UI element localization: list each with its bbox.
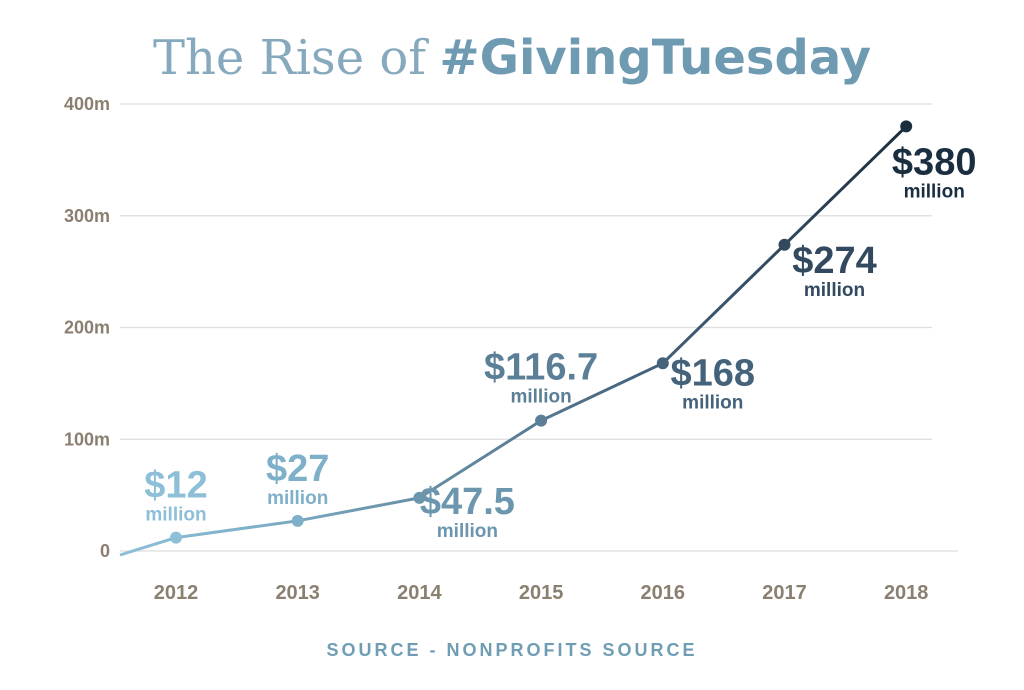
data-label-unit: million xyxy=(904,181,965,202)
chart-title: The Rise of #GivingTuesday xyxy=(0,30,1024,86)
title-hashtag: #GivingTuesday xyxy=(439,30,872,86)
data-label-unit: million xyxy=(510,387,571,408)
x-tick-label: 2016 xyxy=(641,582,686,604)
x-tick-label: 2015 xyxy=(519,582,564,604)
y-axis: 0 100m 200m 300m 400m xyxy=(64,94,110,561)
y-tick-label: 300m xyxy=(64,206,110,226)
data-label-value: $274 xyxy=(792,240,877,282)
data-label-value: $12 xyxy=(144,465,207,507)
series-line-layer xyxy=(119,125,908,557)
data-label-value: $380 xyxy=(892,141,977,183)
data-point xyxy=(413,491,426,504)
x-tick-label: 2014 xyxy=(397,582,442,604)
x-tick-label: 2012 xyxy=(154,582,199,604)
data-label-value: $168 xyxy=(671,352,756,394)
data-label-unit: million xyxy=(804,280,865,301)
data-point xyxy=(170,531,182,544)
series-line xyxy=(119,125,908,557)
x-tick-label: 2018 xyxy=(884,582,929,604)
y-tick-label: 200m xyxy=(64,318,110,338)
data-label-unit: million xyxy=(437,521,498,542)
data-label-unit: million xyxy=(682,392,743,413)
data-points xyxy=(170,120,913,544)
data-label-value: $47.5 xyxy=(420,481,515,523)
data-point xyxy=(900,120,913,133)
data-point xyxy=(535,414,548,427)
data-label-value: $27 xyxy=(266,448,329,490)
source-note: SOURCE - NONPROFITS SOURCE xyxy=(326,640,698,660)
data-label-value: $116.7 xyxy=(484,347,598,389)
x-axis: 2012 2013 2014 2015 2016 2017 2018 xyxy=(154,582,929,604)
grid-lines xyxy=(120,103,958,552)
x-tick-label: 2017 xyxy=(762,582,807,604)
y-tick-label: 0 xyxy=(100,541,110,561)
data-point xyxy=(656,357,669,370)
data-point xyxy=(778,238,791,251)
y-tick-label: 100m xyxy=(64,429,110,449)
y-tick-label: 400m xyxy=(64,94,110,114)
data-label-unit: million xyxy=(267,488,328,509)
x-tick-label: 2013 xyxy=(275,582,320,604)
title-plain-text: The Rise of xyxy=(152,30,427,86)
data-point xyxy=(291,514,304,527)
data-label-unit: million xyxy=(145,505,206,526)
